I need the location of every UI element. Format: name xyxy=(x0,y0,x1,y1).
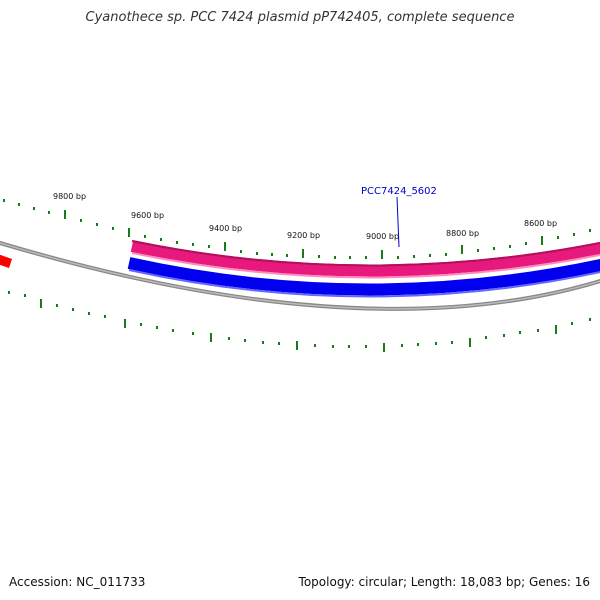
backbone-ring-highlight xyxy=(0,242,600,310)
reverse-gene-edge xyxy=(128,269,600,298)
inner-tick-marks xyxy=(8,291,591,352)
gene-label-PCC7424_5602[interactable]: PCC7424_5602 xyxy=(361,186,437,197)
reverse-gene[interactable] xyxy=(127,257,600,296)
map-title: Cyanothece sp. PCC 7424 plasmid pP742405… xyxy=(85,10,515,25)
tick-label-9200: 9200 bp xyxy=(287,231,320,240)
tick-label-9000: 9000 bp xyxy=(366,232,399,241)
forward-gene-PCC7424_5602[interactable] xyxy=(130,240,600,277)
red-gene-fragment[interactable] xyxy=(0,253,12,268)
forward-gene-shadow xyxy=(131,252,600,279)
tick-label-8600: 8600 bp xyxy=(524,219,557,228)
tick-label-9800: 9800 bp xyxy=(53,192,86,201)
gene-label-leader xyxy=(396,196,400,248)
tick-label-9600: 9600 bp xyxy=(131,211,164,220)
outer-tick-marks xyxy=(3,199,591,259)
tick-label-8800: 8800 bp xyxy=(446,229,479,238)
tick-label-9400: 9400 bp xyxy=(209,224,242,233)
summary-text: Topology: circular; Length: 18,083 bp; G… xyxy=(298,575,590,589)
accession-text: Accession: NC_011733 xyxy=(9,575,146,589)
forward-gene-edge xyxy=(131,240,600,267)
